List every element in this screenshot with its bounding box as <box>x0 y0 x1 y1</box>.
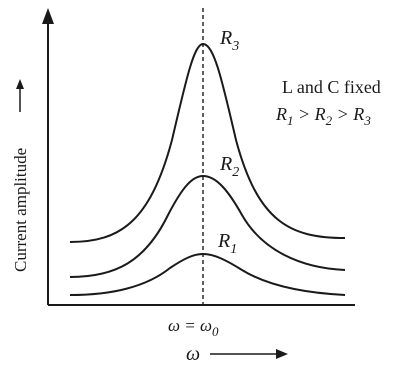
curve-label-r1: R1 <box>217 230 237 257</box>
curve-r3 <box>69 42 346 243</box>
x-label-arrow-head <box>276 349 288 359</box>
curve-label-r2: R2 <box>219 153 239 180</box>
resonance-label: ω = ω0 <box>168 316 219 339</box>
response-curves <box>69 42 346 296</box>
note-line-1: L and C fixed <box>282 77 381 97</box>
y-axis-label: Current amplitude <box>11 148 30 272</box>
note-line-2: R1 > R2 > R3 <box>275 104 371 129</box>
y-axis-label-group: Current amplitude <box>11 79 30 272</box>
y-axis-arrow <box>42 8 54 24</box>
curve-r1 <box>69 252 346 296</box>
x-axis-label: ω <box>186 343 200 365</box>
curve-r2 <box>69 174 346 278</box>
y-label-arrow-head <box>16 79 24 89</box>
axes <box>42 8 355 306</box>
curve-label-r3: R3 <box>219 27 239 54</box>
